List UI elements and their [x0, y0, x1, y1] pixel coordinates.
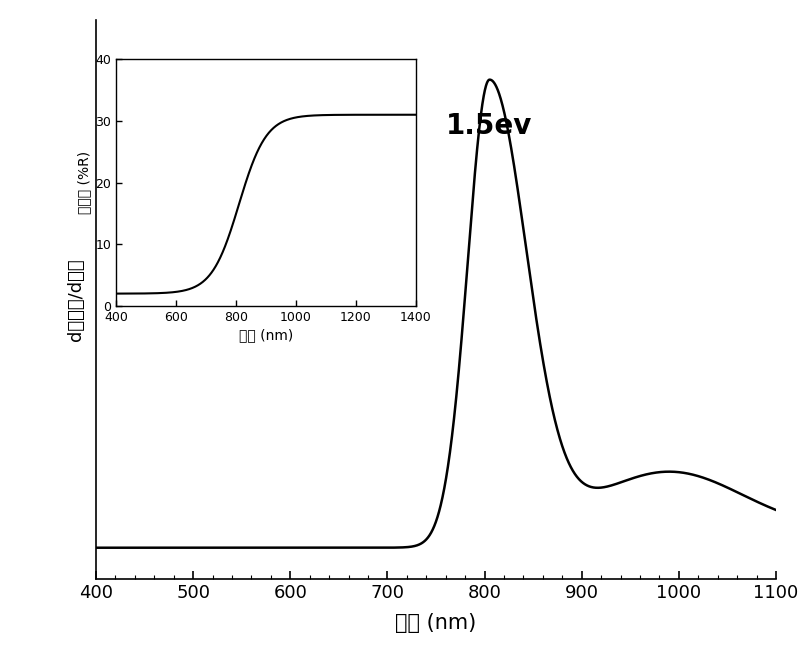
Y-axis label: 反射率 (%R): 反射率 (%R): [77, 151, 91, 214]
X-axis label: 波长 (nm): 波长 (nm): [239, 328, 293, 342]
X-axis label: 波长 (nm): 波长 (nm): [395, 613, 477, 633]
Y-axis label: d反射率/d波长: d反射率/d波长: [67, 258, 85, 341]
Text: 1.5ev: 1.5ev: [446, 112, 532, 139]
